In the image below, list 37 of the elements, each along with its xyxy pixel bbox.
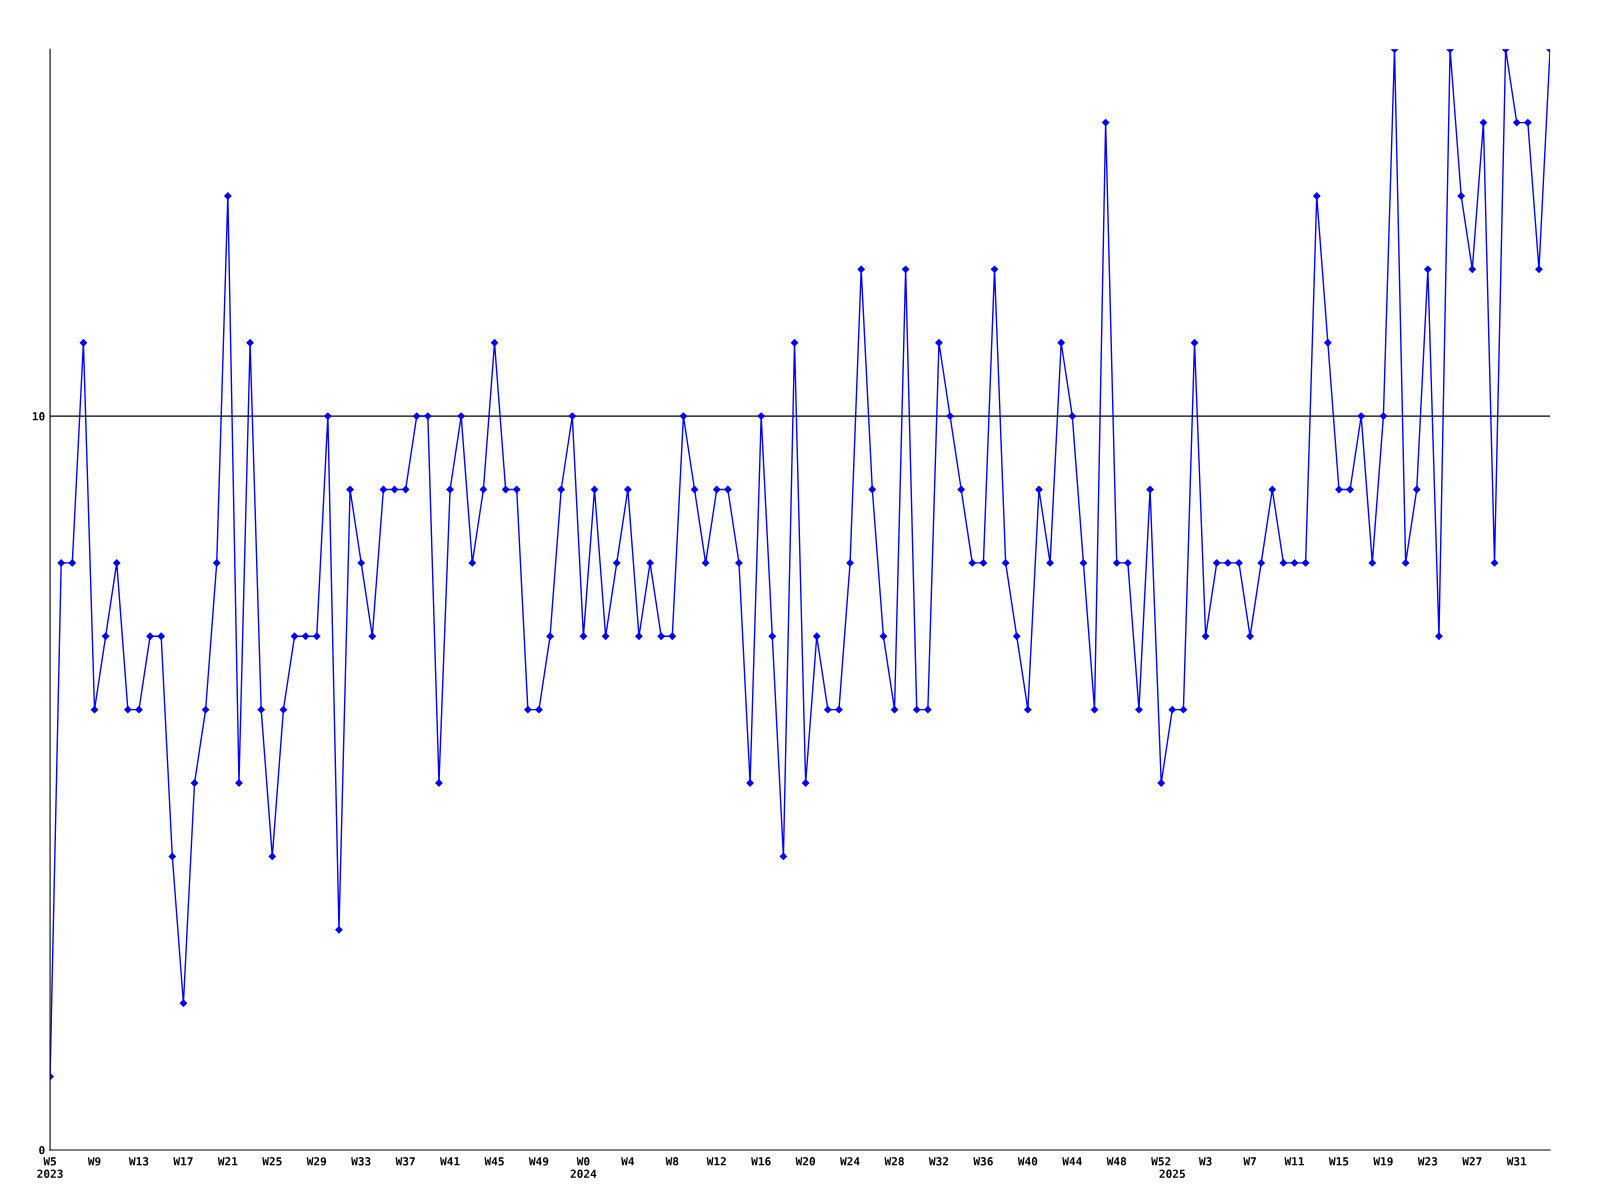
- x-tick-label: W49: [528, 1157, 549, 1166]
- x-tick-label: W31: [1506, 1157, 1527, 1166]
- x-tick-label: W4: [621, 1157, 635, 1166]
- x-tick-label: W21: [217, 1157, 238, 1166]
- x-tick-label: W44: [1062, 1157, 1082, 1166]
- x-tick-label: W16: [751, 1157, 771, 1166]
- x-tick-label: W24: [840, 1157, 860, 1166]
- x-tick-label: W41: [440, 1157, 460, 1166]
- y-tick-label: 0: [39, 1145, 45, 1155]
- x-tick-label: W23: [1417, 1157, 1438, 1166]
- x-tick-label: W17: [173, 1157, 193, 1166]
- x-tick-label: W19: [1373, 1157, 1393, 1166]
- x-tick-label: W29: [306, 1157, 327, 1166]
- x-tick-label: W8: [665, 1157, 679, 1166]
- x-tick-label: W7: [1243, 1157, 1256, 1166]
- x-tick-label: W32: [928, 1157, 949, 1166]
- x-tick-label: W12: [706, 1157, 726, 1166]
- x-tick-label: W48: [1106, 1157, 1127, 1166]
- y-tick-label: 10: [32, 412, 45, 421]
- x-tick-label: W3: [1198, 1157, 1212, 1166]
- x-tick-label: W25: [262, 1157, 282, 1166]
- x-tick-label: W36: [973, 1157, 993, 1166]
- x-tick-label: W9: [87, 1157, 101, 1166]
- x-tick-label: 2025: [1159, 1169, 1185, 1178]
- x-tick-label: W20: [795, 1157, 815, 1166]
- x-tick-label: W0 2024: [570, 1157, 597, 1178]
- x-tick-label: W15: [1328, 1157, 1349, 1166]
- x-tick-label: W45: [484, 1157, 504, 1166]
- x-tick-label: W27: [1462, 1157, 1482, 1166]
- x-tick-label: W33: [351, 1157, 371, 1166]
- x-tick-label: W11: [1284, 1157, 1305, 1166]
- x-tick-label: W37: [395, 1157, 415, 1166]
- x-tick-label: W28: [884, 1157, 904, 1166]
- x-tick-label: W40: [1017, 1157, 1038, 1166]
- x-tick-label: W13: [128, 1157, 149, 1166]
- x-tick-label: W52: [1151, 1157, 1171, 1166]
- x-tick-label: W5 2023: [37, 1157, 63, 1178]
